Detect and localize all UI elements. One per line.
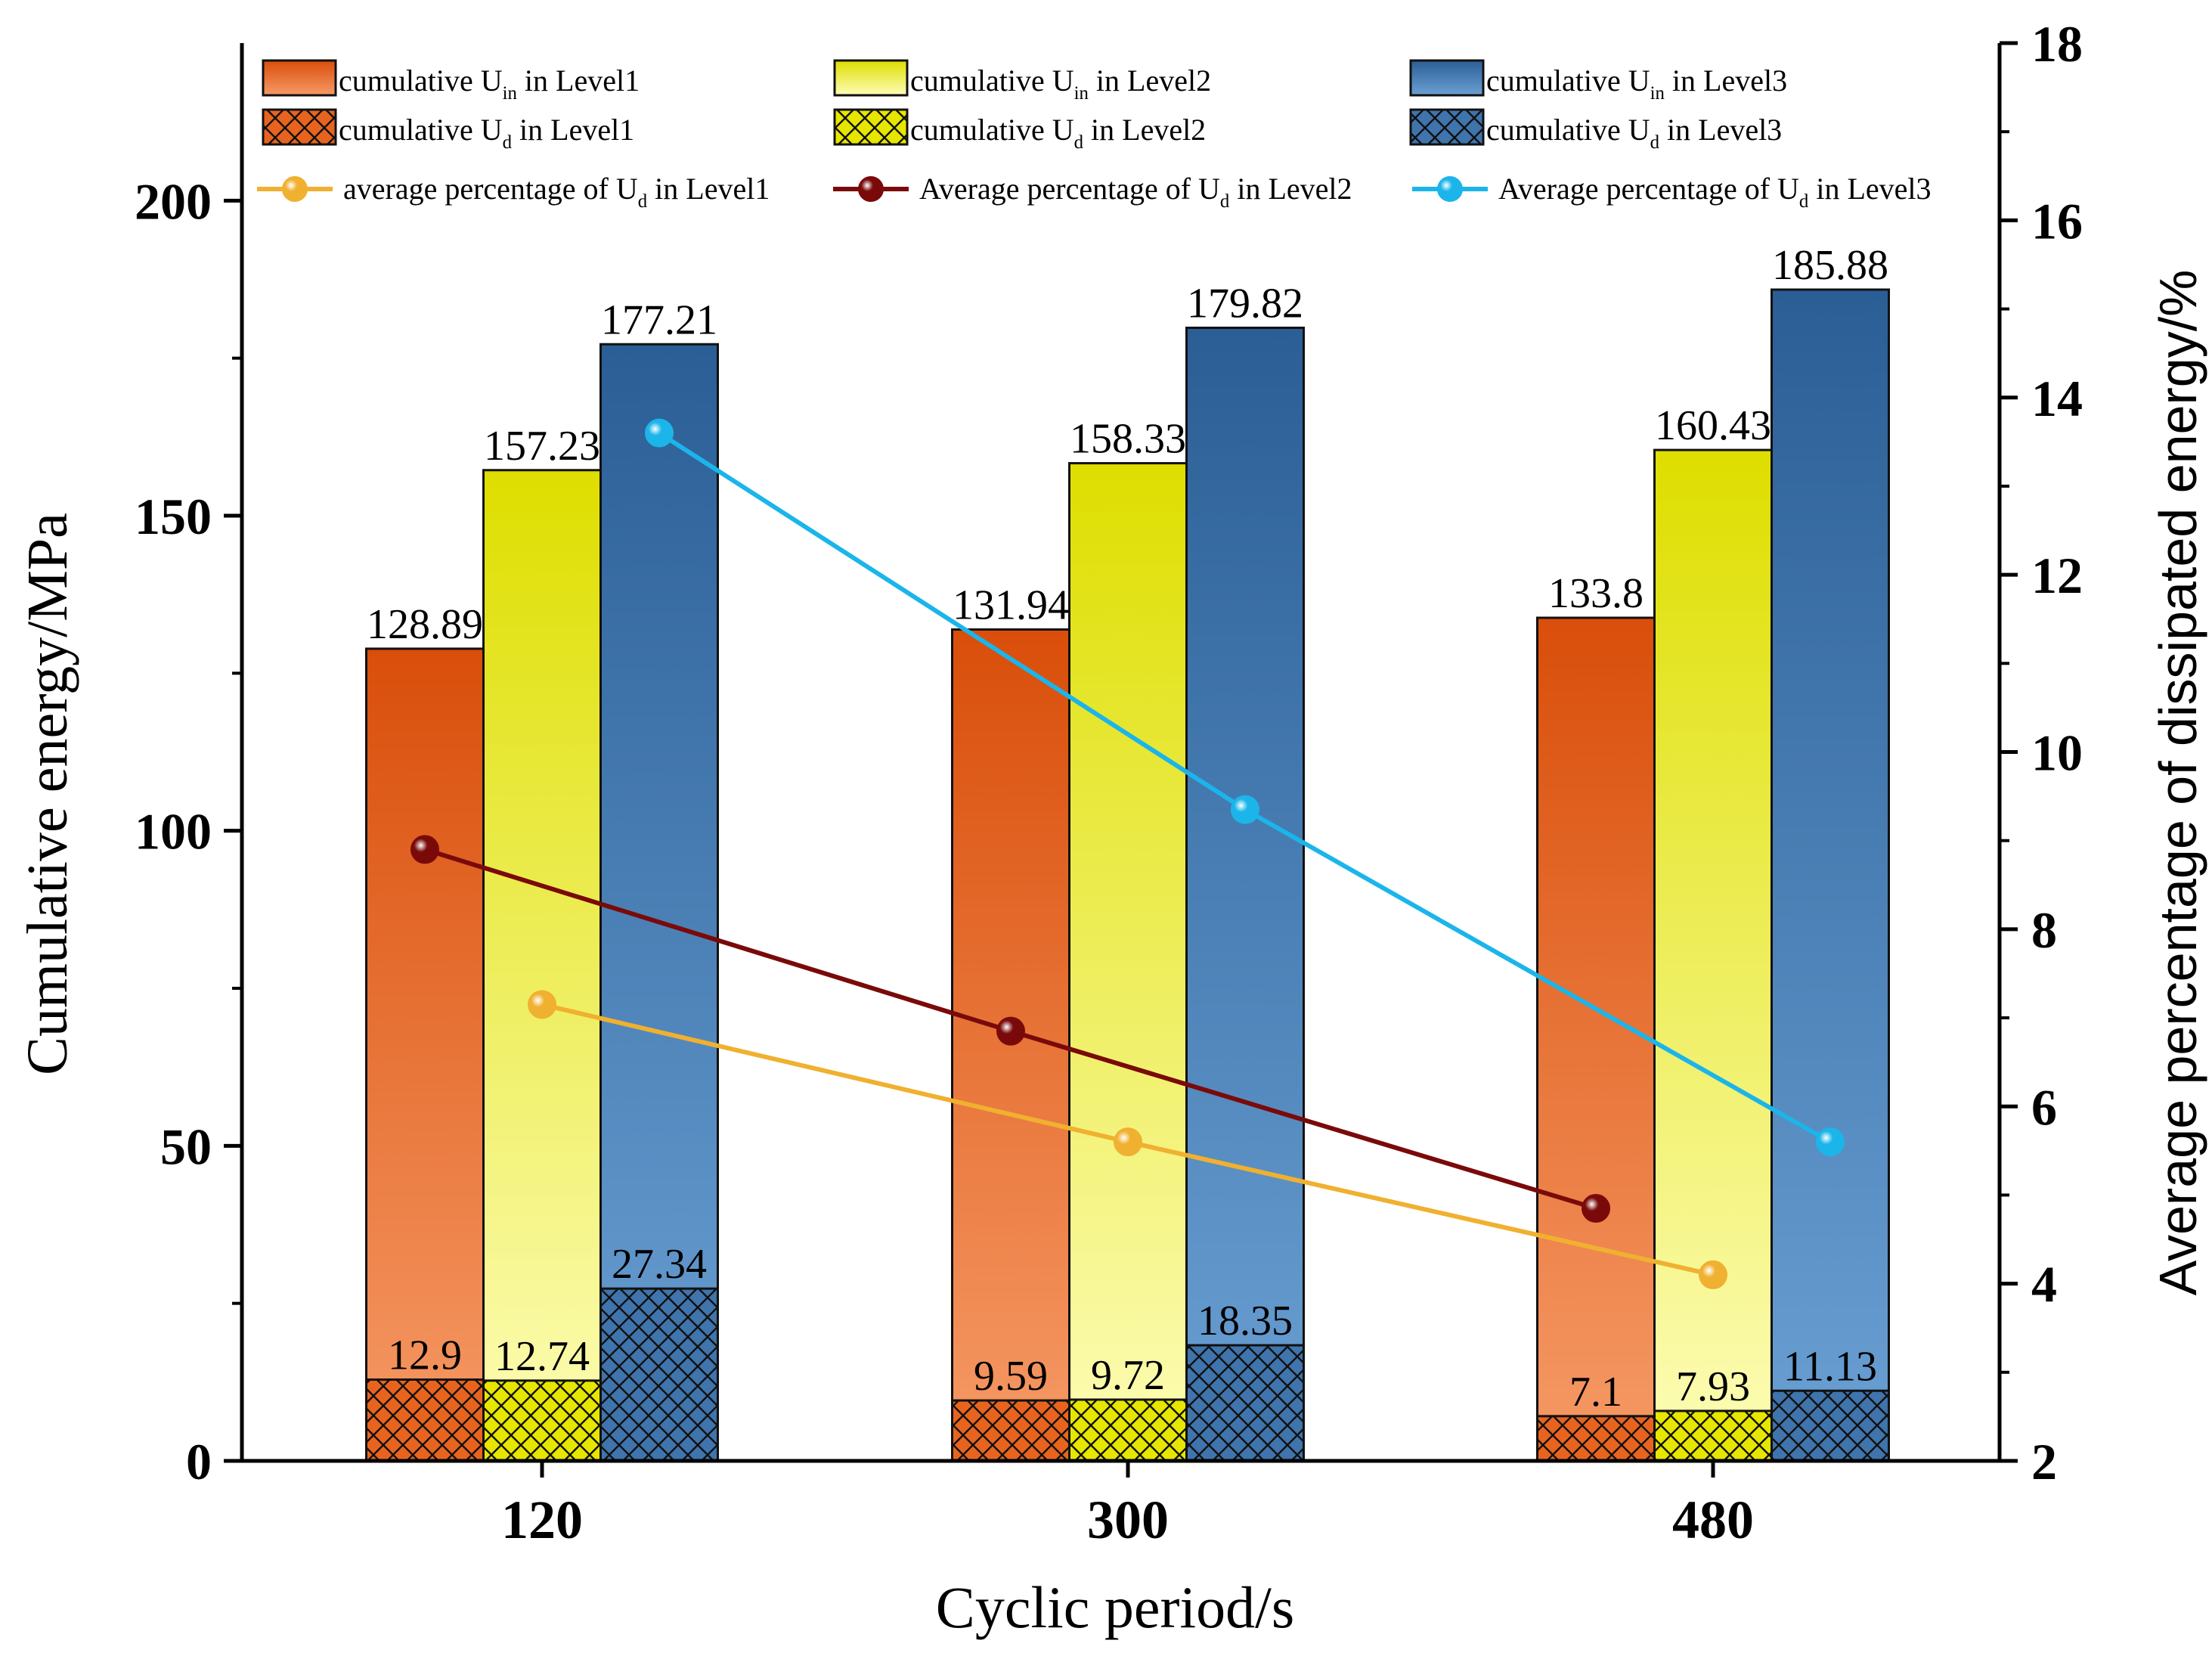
y-tick-label: 0 [186, 1433, 212, 1490]
line-point-1-120[interactable] [528, 990, 556, 1019]
legend-label-6: cumulative Ud in Level3 [1486, 113, 1782, 153]
y-axis-title: Cumulative energy/MPa [16, 513, 79, 1075]
legend-swatch-hatch-5 [835, 110, 907, 144]
y2-tick-label: 10 [2031, 724, 2083, 782]
legend-label-2: cumulative Uin in Level2 [910, 64, 1211, 104]
y-tick-label: 200 [135, 172, 212, 230]
legend-label-5: cumulative Ud in Level2 [910, 113, 1206, 153]
bar-label-1-300: 131.94 [953, 582, 1069, 629]
y2-tick-label: 18 [2031, 15, 2083, 73]
bar-hatch-5-480 [1654, 1410, 1772, 1461]
bar-label-3-300: 179.82 [1187, 281, 1303, 327]
bar-label-6-300: 18.35 [1197, 1298, 1293, 1344]
y2-tick-label: 16 [2031, 192, 2083, 250]
legend-line-label-3: Average percentage of Ud in Level3 [1498, 172, 1932, 212]
bar-hatch-6-480 [1771, 1391, 1889, 1461]
bar-label-2-120: 157.23 [484, 423, 600, 470]
bar-label-1-120: 128.89 [367, 601, 483, 648]
bar-label-2-300: 158.33 [1070, 416, 1186, 463]
line-point-2-300[interactable] [996, 1016, 1025, 1046]
bar-label-4-300: 9.59 [974, 1353, 1048, 1400]
y2-tick-label: 8 [2031, 901, 2057, 959]
y2-tick-label: 14 [2031, 370, 2083, 427]
line-point-1-300[interactable] [1114, 1127, 1142, 1157]
bar-2-120[interactable] [482, 469, 602, 1462]
x-tick-label: 480 [1672, 1490, 1754, 1550]
legend-swatch-2 [833, 59, 909, 97]
line-point-3-120[interactable] [645, 418, 674, 448]
y-tick-label: 150 [135, 488, 212, 545]
y2-tick-label: 12 [2031, 547, 2083, 604]
bar-label-2-480: 160.43 [1655, 402, 1771, 449]
x-axis-title: Cyclic period/s [936, 1574, 1294, 1640]
legend-marker-1 [282, 176, 308, 202]
y-tick-label: 50 [160, 1118, 212, 1175]
legend-swatch-hatch-6 [1411, 110, 1483, 144]
bar-3-120[interactable] [599, 343, 719, 1462]
bar-hatch-4-120 [366, 1379, 484, 1461]
bar-label-3-120: 177.21 [601, 296, 717, 343]
line-point-1-480[interactable] [1699, 1260, 1727, 1289]
bar-label-5-120: 12.74 [494, 1333, 590, 1380]
legend-swatch-hatch-4 [263, 110, 336, 144]
bar-3-300[interactable] [1185, 327, 1305, 1462]
bar-label-1-480: 133.8 [1548, 570, 1644, 617]
line-point-3-480[interactable] [1816, 1127, 1845, 1157]
line-point-3-300[interactable] [1231, 795, 1259, 824]
y2-tick-label: 6 [2031, 1078, 2057, 1136]
legend-label-4: cumulative Ud in Level1 [339, 113, 634, 153]
bar-3-480[interactable] [1771, 288, 1890, 1462]
legend-swatch-3 [1409, 59, 1485, 97]
bar-label-6-480: 11.13 [1783, 1343, 1877, 1390]
bar-label-5-480: 7.93 [1676, 1363, 1750, 1410]
bar-label-6-120: 27.34 [612, 1241, 707, 1288]
x-tick-label: 300 [1087, 1490, 1169, 1550]
legend-marker-3 [1437, 176, 1463, 202]
legend-label-1: cumulative Uin in Level1 [339, 64, 640, 104]
bar-hatch-6-120 [600, 1288, 718, 1461]
bar-hatch-6-300 [1186, 1345, 1304, 1461]
y-tick-label: 100 [135, 803, 212, 861]
bar-label-4-120: 12.9 [388, 1332, 462, 1379]
y2-tick-label: 4 [2031, 1256, 2057, 1313]
bar-label-5-300: 9.72 [1091, 1352, 1165, 1399]
bar-1-120[interactable] [365, 647, 485, 1462]
bar-label-4-480: 7.1 [1569, 1369, 1622, 1416]
legend-label-3: cumulative Uin in Level3 [1486, 64, 1787, 104]
bar-2-300[interactable] [1068, 462, 1188, 1462]
y2-axis-title: Average percentage of dissipated energy/… [2148, 270, 2207, 1296]
line-point-2-480[interactable] [1582, 1194, 1610, 1223]
bar-2-480[interactable] [1653, 448, 1773, 1462]
legend-marker-2 [858, 176, 884, 202]
bar-hatch-4-480 [1537, 1416, 1655, 1461]
bar-hatch-5-120 [483, 1380, 601, 1461]
legend-swatch-1 [262, 59, 337, 97]
bar-hatch-5-300 [1069, 1400, 1187, 1461]
bar-hatch-4-300 [952, 1400, 1070, 1461]
x-tick-label: 120 [501, 1490, 583, 1550]
bar-label-3-480: 185.88 [1772, 242, 1888, 289]
legend-line-label-2: Average percentage of Ud in Level2 [919, 172, 1352, 212]
line-point-2-120[interactable] [410, 835, 439, 864]
bar-1-480[interactable] [1536, 616, 1656, 1462]
y2-tick-label: 2 [2031, 1433, 2057, 1490]
legend-line-label-1: average percentage of Ud in Level1 [343, 172, 770, 212]
